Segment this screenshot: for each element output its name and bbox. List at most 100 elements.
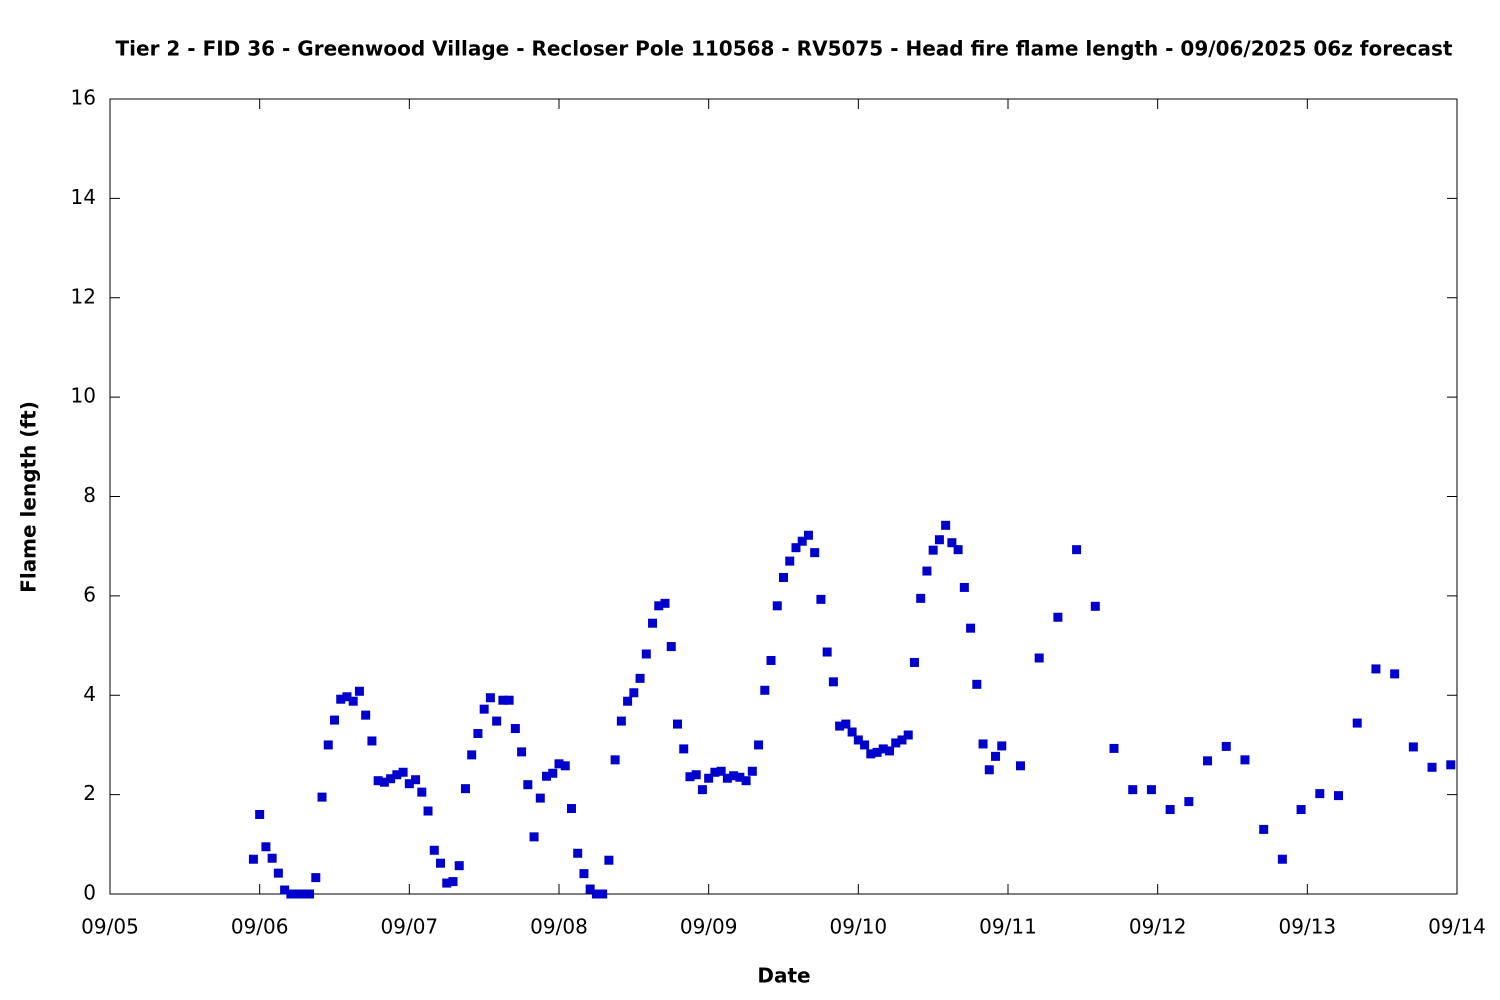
point xyxy=(330,715,339,725)
point xyxy=(517,747,527,757)
x-tick-label: 09/10 xyxy=(830,915,888,939)
y-tick-label: 0 xyxy=(83,881,96,905)
point xyxy=(1427,762,1437,772)
point xyxy=(1408,742,1418,752)
point xyxy=(404,779,414,789)
point xyxy=(978,739,988,749)
point xyxy=(1146,785,1156,795)
point xyxy=(317,792,327,802)
point xyxy=(672,719,682,729)
point xyxy=(379,777,389,787)
y-tick-label: 16 xyxy=(71,86,96,110)
point xyxy=(504,695,514,705)
point xyxy=(1090,601,1100,611)
point xyxy=(1259,824,1269,834)
point xyxy=(548,768,558,778)
point xyxy=(386,774,396,784)
point xyxy=(878,744,888,754)
y-axis-label: Flame length (ft) xyxy=(17,401,41,593)
point xyxy=(822,647,832,657)
point xyxy=(1165,805,1175,815)
x-tick-label: 09/11 xyxy=(979,915,1037,939)
point xyxy=(828,677,838,687)
point xyxy=(835,721,845,731)
point xyxy=(909,657,919,667)
point xyxy=(323,740,333,750)
point xyxy=(1184,797,1194,807)
point xyxy=(361,710,371,720)
point xyxy=(423,806,433,816)
point xyxy=(554,759,564,769)
point xyxy=(760,685,770,695)
point xyxy=(729,771,739,781)
point xyxy=(704,773,714,783)
point xyxy=(747,766,757,776)
point xyxy=(803,530,813,540)
point xyxy=(542,771,552,781)
point xyxy=(685,772,695,782)
y-tick-label: 10 xyxy=(71,384,96,408)
point xyxy=(666,642,676,652)
point xyxy=(354,686,364,696)
point xyxy=(629,688,639,698)
point xyxy=(1315,789,1325,799)
x-axis-label: Date xyxy=(757,964,810,988)
point xyxy=(797,536,807,546)
point xyxy=(1053,612,1063,622)
point xyxy=(1109,743,1119,753)
point xyxy=(373,776,383,786)
point xyxy=(1072,545,1082,555)
point xyxy=(336,694,346,704)
point xyxy=(1371,664,1381,674)
point xyxy=(1277,854,1287,864)
x-tick-label: 09/05 xyxy=(81,915,139,939)
point xyxy=(591,889,601,899)
x-tick-label: 09/07 xyxy=(381,915,439,939)
point xyxy=(267,853,277,863)
y-tick-label: 6 xyxy=(83,582,96,606)
point xyxy=(573,848,583,858)
x-tick-label: 09/13 xyxy=(1279,915,1337,939)
point xyxy=(460,784,470,794)
point xyxy=(398,767,408,777)
point xyxy=(903,730,913,740)
point xyxy=(660,598,670,608)
point xyxy=(959,582,969,592)
point xyxy=(305,889,315,899)
point xyxy=(442,878,452,888)
point xyxy=(635,673,645,683)
point xyxy=(436,858,446,868)
point xyxy=(916,593,926,603)
point xyxy=(735,772,745,782)
point xyxy=(934,535,944,545)
x-tick-label: 09/08 xyxy=(530,915,588,939)
point xyxy=(535,793,545,803)
point xyxy=(286,889,296,899)
point xyxy=(641,649,651,659)
point xyxy=(623,696,633,706)
point xyxy=(1296,805,1306,815)
point xyxy=(1221,741,1231,751)
point xyxy=(810,548,820,558)
point xyxy=(579,869,589,879)
point xyxy=(510,724,520,734)
point xyxy=(785,556,795,566)
y-tick-label: 14 xyxy=(71,185,96,209)
point xyxy=(292,889,302,899)
point xyxy=(1034,653,1044,663)
x-tick-label: 09/09 xyxy=(680,915,738,939)
point xyxy=(953,545,963,555)
point xyxy=(523,780,533,790)
point xyxy=(367,736,377,746)
point xyxy=(885,746,895,756)
point xyxy=(1390,669,1400,679)
point xyxy=(248,854,258,864)
point xyxy=(716,766,726,776)
point xyxy=(772,601,782,611)
point xyxy=(722,773,732,783)
point xyxy=(1352,718,1362,728)
x-tick-label: 09/06 xyxy=(231,915,289,939)
point xyxy=(348,696,358,706)
point xyxy=(342,692,352,702)
